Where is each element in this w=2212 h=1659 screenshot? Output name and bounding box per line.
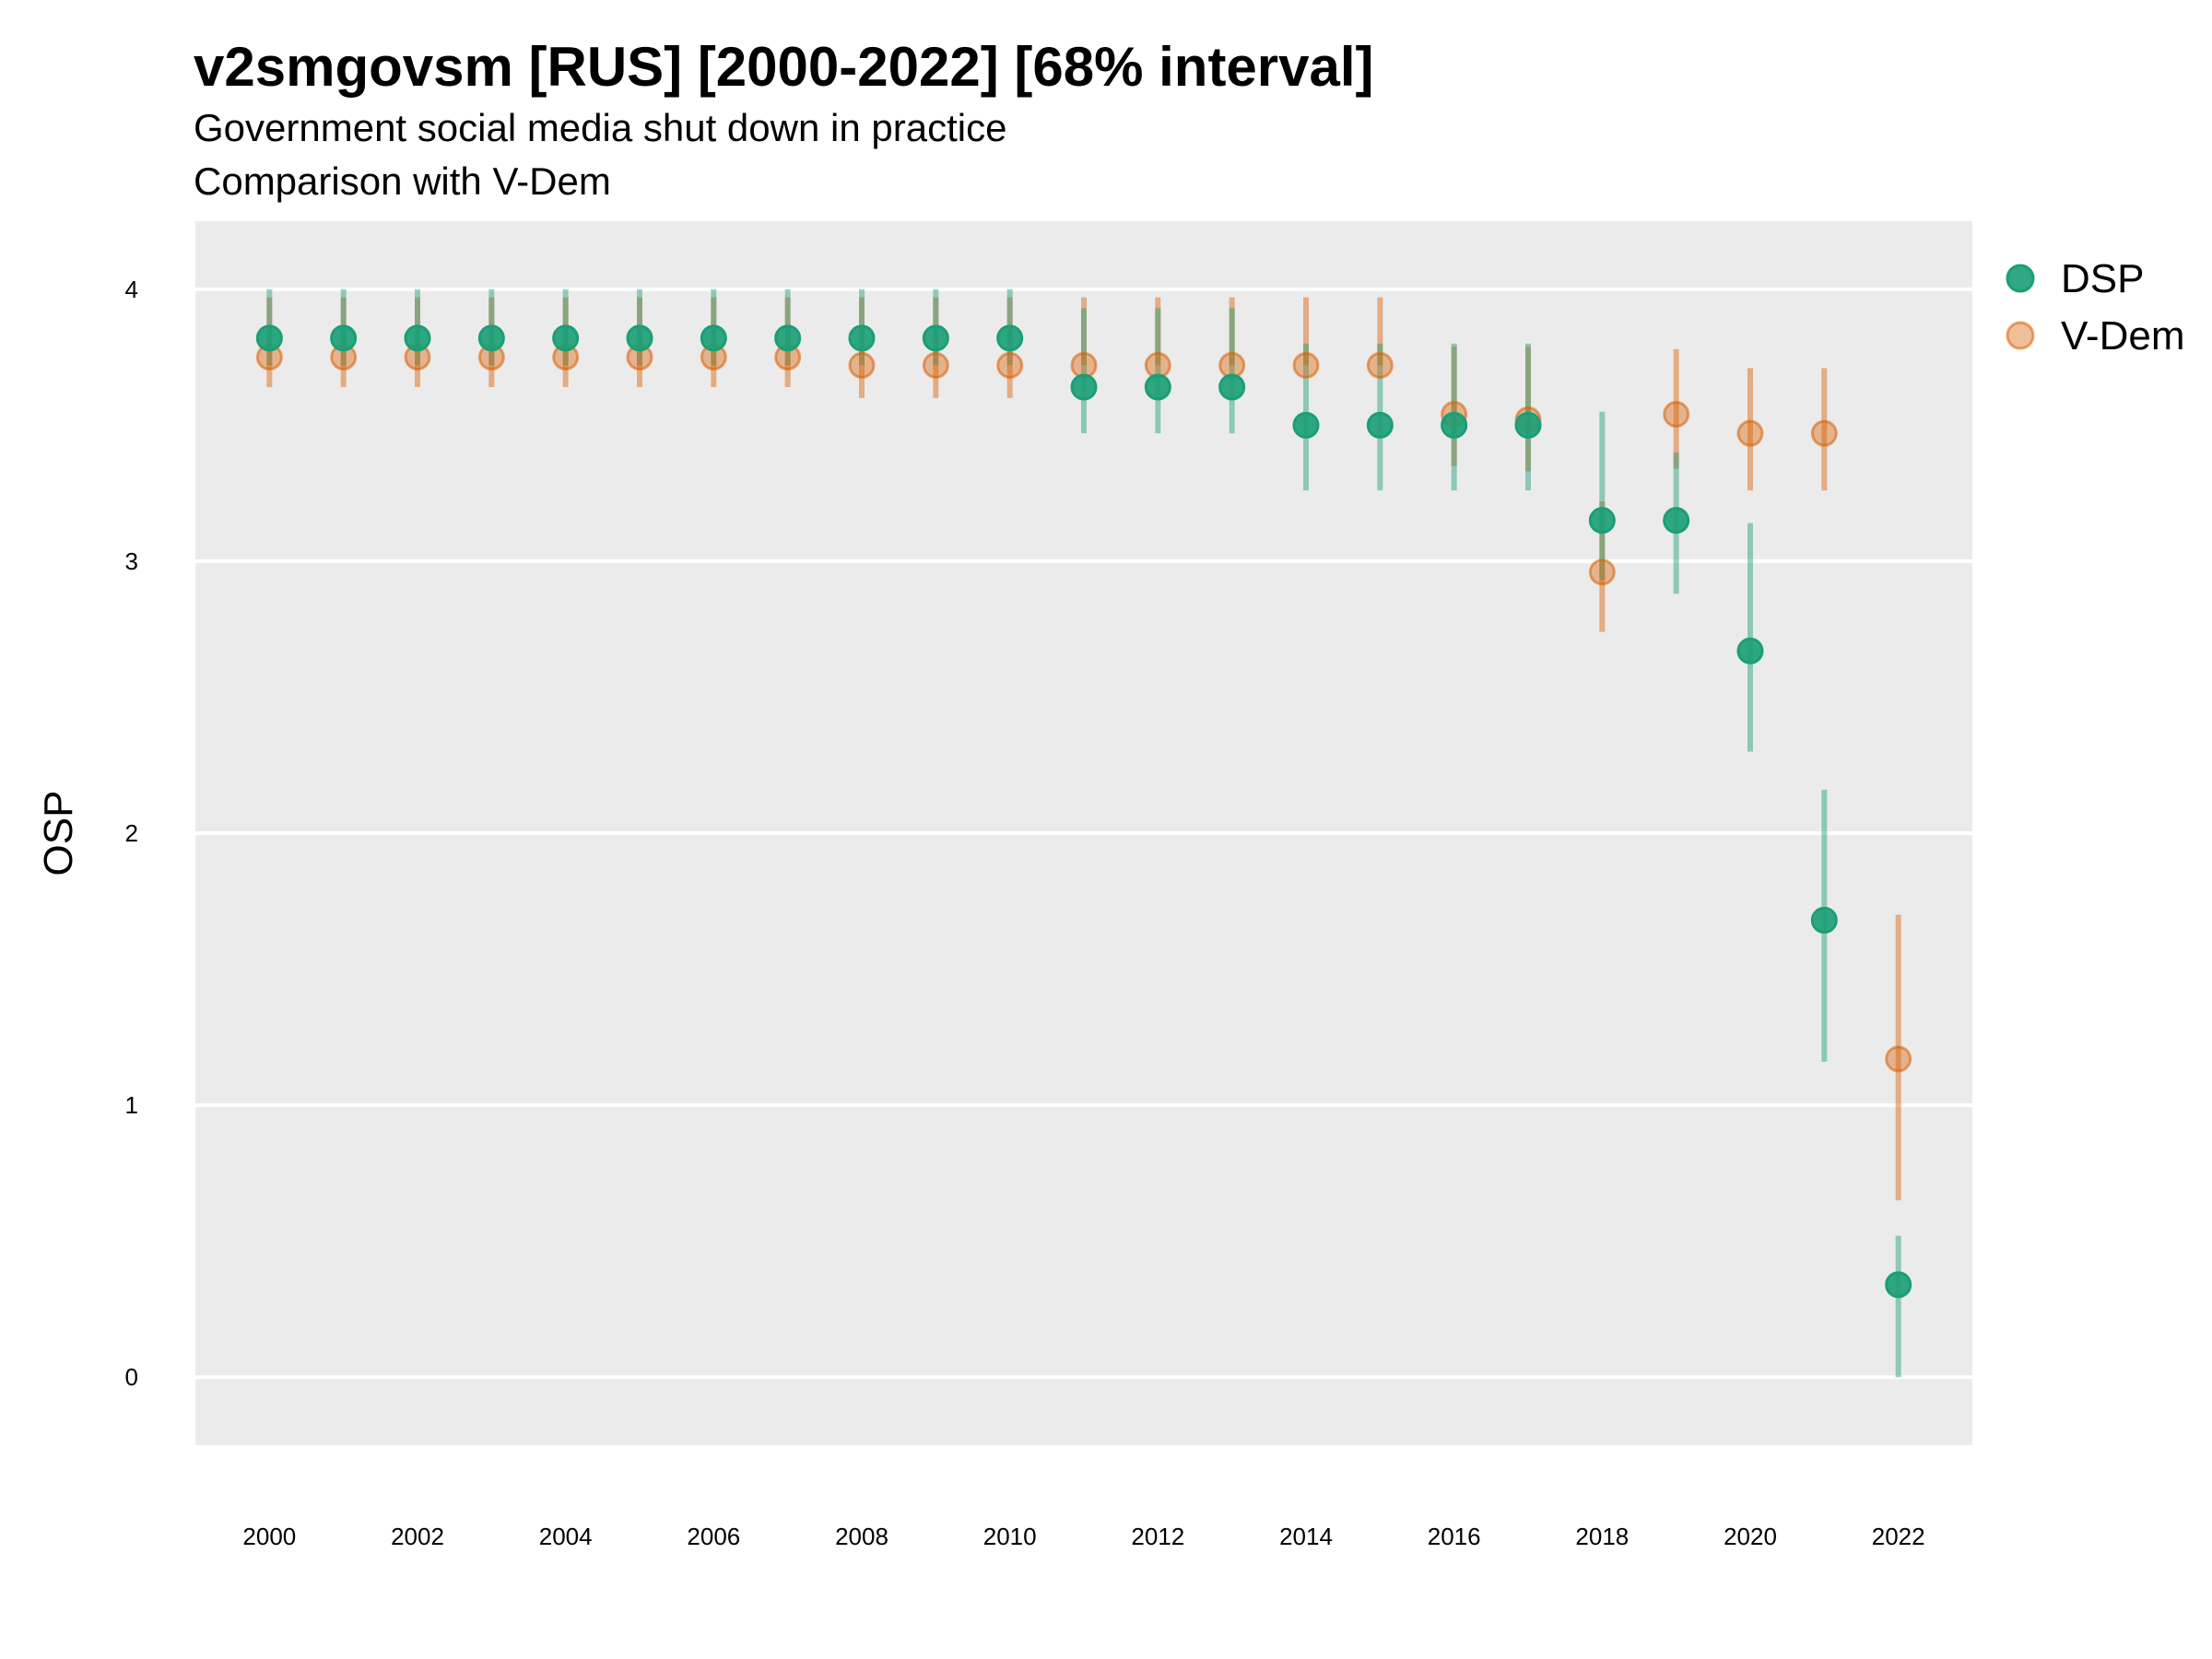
data-points [255,324,1912,1299]
point-dsp-2009 [922,324,949,352]
legend-key-v-dem [2006,321,2035,350]
x-tick-label: 2016 [1428,1523,1481,1550]
point-v-dem-2012 [1144,351,1171,379]
point-dsp-2022 [1885,1271,1912,1299]
x-tick-label: 2010 [983,1523,1037,1550]
chart-title: v2smgovsm [RUS] [2000-2022] [68% interva… [194,36,1374,98]
x-tick-label: 2004 [539,1523,593,1550]
x-tick-label: 2022 [1872,1523,1925,1550]
point-v-dem-2013 [1218,351,1246,379]
y-tick-label: 0 [125,1363,138,1391]
chart-subtitle: Government social media shut down in pra… [194,106,1007,149]
x-tick-label: 2012 [1131,1523,1184,1550]
point-dsp-2012 [1144,373,1171,401]
y-tick-label: 1 [125,1091,138,1119]
point-v-dem-2019 [1663,401,1690,429]
y-tick-label: 4 [125,276,138,303]
legend-label-dsp: DSP [2061,256,2144,301]
point-v-dem-2015 [1366,351,1394,379]
point-dsp-2017 [1514,411,1542,439]
point-dsp-2006 [700,324,727,352]
point-v-dem-2018 [1588,559,1616,586]
x-tick-label: 2020 [1724,1523,1777,1550]
y-axis-ticks: 0 1 2 3 4 [125,276,138,1391]
point-v-dem-2011 [1070,351,1098,379]
y-tick-label: 2 [125,819,138,847]
point-v-dem-2009 [922,351,949,379]
point-dsp-2010 [996,324,1024,352]
point-dsp-2008 [848,324,876,352]
point-v-dem-2022 [1885,1045,1912,1073]
point-v-dem-2008 [848,351,876,379]
x-axis-ticks: 2000 2002 2004 2006 2008 2010 2012 2014 2016 2018… [242,1523,1924,1550]
point-dsp-2014 [1292,411,1320,439]
legend-label-v-dem: V-Dem [2061,313,2184,359]
point-dsp-2011 [1070,373,1098,401]
point-dsp-2001 [330,324,358,352]
point-dsp-2007 [774,324,802,352]
point-dsp-2015 [1366,411,1394,439]
point-dsp-2003 [477,324,505,352]
legend: DSP V-Dem [2006,256,2184,359]
y-tick-label: 3 [125,547,138,575]
point-v-dem-2014 [1292,351,1320,379]
point-dsp-2019 [1663,507,1690,535]
point-dsp-2020 [1736,637,1764,665]
legend-key-dsp [2006,264,2035,293]
y-axis-label: OSP [36,791,81,877]
point-dsp-2000 [255,324,283,352]
point-v-dem-2010 [996,351,1024,379]
point-dsp-2013 [1218,373,1246,401]
point-dsp-2021 [1810,906,1838,934]
x-tick-label: 2000 [242,1523,296,1550]
point-dsp-2018 [1588,507,1616,535]
point-dsp-2004 [552,324,580,352]
gridlines [195,287,1972,1380]
x-tick-label: 2006 [687,1523,740,1550]
point-dsp-2016 [1441,411,1468,439]
point-v-dem-2021 [1810,419,1838,447]
x-tick-label: 2014 [1279,1523,1333,1550]
chart-subtitle-comparison: Comparison with V-Dem [194,159,611,203]
point-v-dem-2020 [1736,419,1764,447]
x-tick-label: 2008 [835,1523,888,1550]
x-tick-label: 2018 [1575,1523,1629,1550]
point-dsp-2005 [626,324,653,352]
x-tick-label: 2002 [391,1523,444,1550]
point-dsp-2002 [404,324,431,352]
